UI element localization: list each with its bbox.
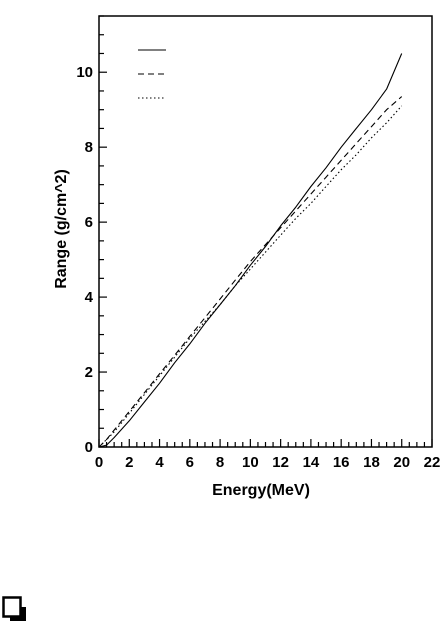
x-axis: 0 2 4 6 8 10 12 14 16 18 20 22 xyxy=(95,439,441,471)
y-tick-label: 6 xyxy=(85,214,93,231)
y-axis-title: Range (g/cm^2) xyxy=(53,169,70,289)
x-tick-label: 2 xyxy=(125,454,133,471)
y-axis: 0 2 4 6 8 10 xyxy=(76,15,107,456)
x-tick-label: 0 xyxy=(95,454,103,471)
x-tick-label: 6 xyxy=(186,454,194,471)
y-tick-label: 2 xyxy=(85,364,93,381)
series-line-dotted xyxy=(98,105,403,448)
y-tick-label: 10 xyxy=(76,64,93,81)
plot-frame xyxy=(98,15,433,448)
x-tick-label: 8 xyxy=(216,454,224,471)
series-line-solid xyxy=(98,53,403,448)
plot-border xyxy=(98,15,433,448)
y-tick-label: 4 xyxy=(85,289,94,306)
x-tick-label: 4 xyxy=(155,454,164,471)
series-layer xyxy=(98,53,403,448)
x-tick-label: 20 xyxy=(393,454,410,471)
x-tick-label: 22 xyxy=(424,454,441,471)
x-tick-label: 10 xyxy=(242,454,259,471)
page-corner-icon xyxy=(2,596,26,621)
x-tick-label: 16 xyxy=(333,454,350,471)
x-tick-label: 14 xyxy=(303,454,320,471)
x-tick-label: 18 xyxy=(363,454,380,471)
x-tick-label: 12 xyxy=(272,454,289,471)
legend xyxy=(138,49,166,99)
x-axis-title: Energy(MeV) xyxy=(212,482,310,499)
series-line-dashed xyxy=(98,96,403,448)
y-tick-label: 0 xyxy=(85,439,93,456)
y-tick-label: 8 xyxy=(85,139,93,156)
